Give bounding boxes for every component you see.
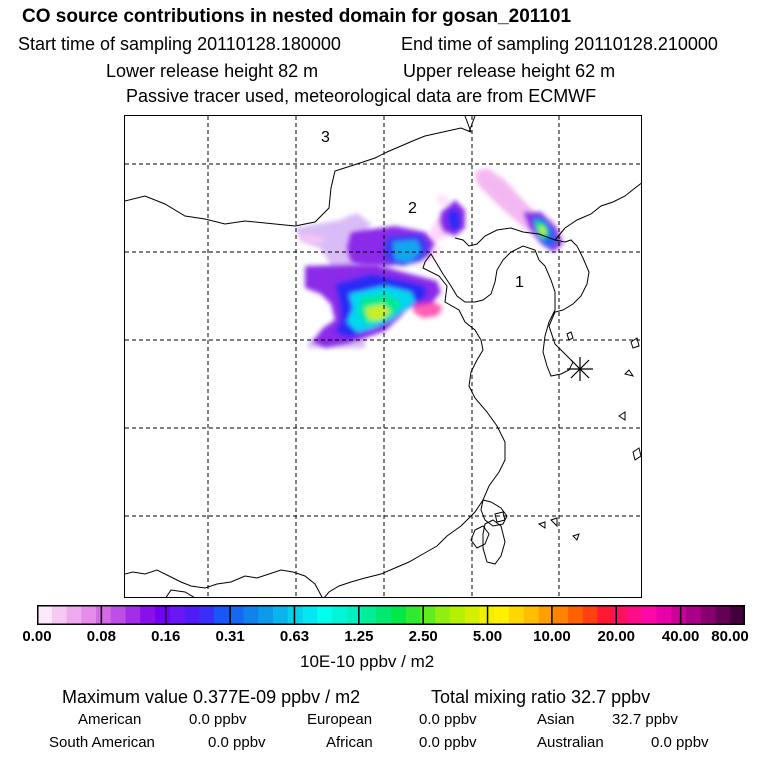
colorbar-segment xyxy=(494,605,510,625)
colorbar-segment xyxy=(81,605,97,625)
coastline-borders xyxy=(125,116,641,597)
colorbar-segment xyxy=(509,605,525,625)
colorbar-segment xyxy=(597,605,613,625)
colorbar-segment xyxy=(66,605,82,625)
region-label-1: 1 xyxy=(515,274,524,291)
colorbar-segment xyxy=(435,605,451,625)
colorbar-segment xyxy=(538,605,554,625)
colorbar-segment xyxy=(700,605,717,625)
colorbar-segment xyxy=(686,605,702,625)
colorbar-segment xyxy=(405,605,422,625)
american-label: American xyxy=(78,711,142,728)
colorbar-tick-label: 40.00 xyxy=(661,628,700,645)
model-note: Passive tracer used, meteorological data… xyxy=(126,86,597,106)
colorbar-segment xyxy=(243,605,259,625)
colorbar-tick-label: 5.00 xyxy=(472,628,503,645)
plume-main-upper xyxy=(301,226,435,266)
colorbar-segment xyxy=(730,605,745,625)
asian-label: Asian xyxy=(537,711,575,728)
colorbar-segment xyxy=(627,605,643,625)
asian-value: 32.7 ppbv xyxy=(612,711,678,728)
colorbar-segment xyxy=(715,605,731,625)
end-time: End time of sampling 20110128.210000 xyxy=(401,34,718,54)
colorbar-segment xyxy=(125,605,141,625)
colorbar-segment xyxy=(553,605,569,625)
colorbar-segment xyxy=(450,605,466,625)
colorbar-unit: 10E-10 ppbv / m2 xyxy=(300,652,435,671)
colorbar-segment xyxy=(317,605,333,625)
australian-value: 0.0 ppbv xyxy=(651,734,709,751)
australian-label: Australian xyxy=(537,734,604,751)
region-label-2: 2 xyxy=(408,200,417,217)
colorbar-tick-label: 10.00 xyxy=(533,628,571,645)
total-mixing-ratio: Total mixing ratio 32.7 ppbv xyxy=(431,687,651,707)
colorbar-segment xyxy=(568,605,584,625)
map-canvas: 1 2 3 xyxy=(125,116,641,597)
colorbar-segment xyxy=(302,605,318,625)
colorbar-tick-label: 20.00 xyxy=(597,628,636,645)
colorbar-tick-label: 2.50 xyxy=(408,628,438,645)
south-american-value: 0.0 ppbv xyxy=(208,734,266,751)
colorbar-segment xyxy=(96,605,112,625)
colorbar-tick-label: 1.25 xyxy=(344,628,374,645)
colorbar-segment xyxy=(214,605,230,625)
colorbar-segment xyxy=(155,605,171,625)
south-american-label: South American xyxy=(49,734,155,751)
colorbar-segment xyxy=(656,605,672,625)
colorbar-segment xyxy=(464,605,481,625)
colorbar-segment xyxy=(391,605,407,625)
colorbar-segment xyxy=(228,605,245,625)
colorbar-segment xyxy=(258,605,274,625)
colorbar-segment xyxy=(376,605,392,625)
map-panel: 1 2 3 xyxy=(124,115,642,598)
plot-title: CO source contributions in nested domain… xyxy=(22,6,572,27)
colorbar-tick-label: 0.16 xyxy=(151,628,181,645)
colorbar-tick-label: 80.00 xyxy=(711,628,749,645)
colorbar-segment xyxy=(582,605,599,625)
start-time: Start time of sampling 20110128.180000 xyxy=(18,34,341,54)
map-gridlines xyxy=(125,116,641,597)
colorbar-segment xyxy=(273,605,289,625)
colorbar-segment xyxy=(37,605,53,625)
colorbar-segment xyxy=(420,605,436,625)
region-label-3: 3 xyxy=(321,129,330,146)
plume-2 xyxy=(429,194,465,242)
colorbar-tick-label: 0.00 xyxy=(22,628,52,645)
colorbar-segment xyxy=(671,605,687,625)
plume-korea xyxy=(475,168,563,252)
colorbar-segment xyxy=(523,605,540,625)
european-label: European xyxy=(307,711,373,728)
colorbar-segment xyxy=(361,605,377,625)
european-value: 0.0 ppbv xyxy=(419,711,477,728)
colorbar-segment xyxy=(612,605,628,625)
colorbar xyxy=(37,605,745,625)
colorbar-segment xyxy=(287,605,304,625)
upper-release-height: Upper release height 62 m xyxy=(403,61,616,81)
colorbar-segment xyxy=(140,605,156,625)
african-value: 0.0 ppbv xyxy=(419,734,477,751)
asterisk-icon xyxy=(567,357,593,381)
lower-release-height: Lower release height 82 m xyxy=(106,61,319,81)
colorbar-segment xyxy=(199,605,215,625)
colorbar-segment xyxy=(641,605,658,625)
colorbar-tick-label: 0.31 xyxy=(215,628,245,645)
colorbar-segment xyxy=(332,605,348,625)
colorbar-segment xyxy=(169,605,186,625)
colorbar-border xyxy=(37,605,745,625)
colorbar-segment xyxy=(184,605,200,625)
american-value: 0.0 ppbv xyxy=(189,711,247,728)
colorbar-segment xyxy=(346,605,363,625)
colorbar-segment xyxy=(110,605,127,625)
african-label: African xyxy=(326,734,373,751)
colorbar-segment xyxy=(51,605,68,625)
colorbar-tick-label: 0.63 xyxy=(279,628,310,645)
maximum-value: Maximum value 0.377E-09 ppbv / m2 xyxy=(62,687,361,707)
colorbar-tick-label: 0.08 xyxy=(86,628,116,645)
